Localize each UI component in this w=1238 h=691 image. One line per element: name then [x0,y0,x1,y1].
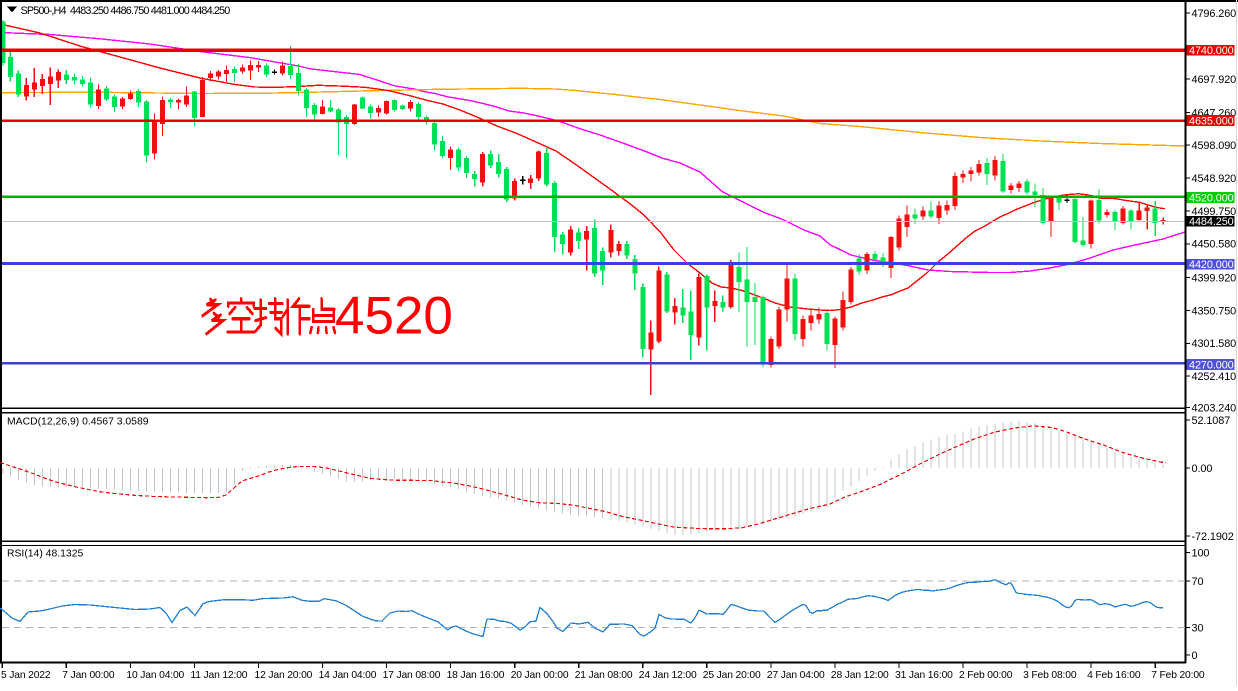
svg-text:5 Jan 2022: 5 Jan 2022 [1,670,51,681]
svg-text:12 Jan 20:00: 12 Jan 20:00 [255,670,313,681]
svg-text:4420.000: 4420.000 [1189,259,1234,271]
svg-text:52.1087: 52.1087 [1192,415,1231,427]
svg-text:20 Jan 00:00: 20 Jan 00:00 [511,670,569,681]
svg-text:4252.410: 4252.410 [1192,371,1237,383]
svg-text:4 Feb 16:00: 4 Feb 16:00 [1087,670,1141,681]
svg-text:4697.920: 4697.920 [1192,74,1237,86]
svg-text:0.00: 0.00 [1192,463,1213,475]
svg-text:4270.000: 4270.000 [1189,359,1234,371]
svg-text:-72.1902: -72.1902 [1192,531,1234,543]
svg-text:4520: 4520 [335,287,453,346]
svg-text:4548.920: 4548.920 [1192,173,1237,185]
svg-text:4520.000: 4520.000 [1189,192,1234,204]
svg-text:4450.580: 4450.580 [1192,239,1237,251]
svg-text:30: 30 [1192,622,1204,634]
svg-text:10 Jan 04:00: 10 Jan 04:00 [126,670,184,681]
svg-text:7 Jan 00:00: 7 Jan 00:00 [62,670,115,681]
svg-text:11 Jan 12:00: 11 Jan 12:00 [190,670,247,681]
svg-text:70: 70 [1192,576,1204,588]
svg-text:RSI(14) 48.1325: RSI(14) 48.1325 [7,549,83,560]
svg-text:4499.750: 4499.750 [1192,206,1237,218]
svg-text:7 Feb 20:00: 7 Feb 20:00 [1151,670,1205,681]
svg-text:4598.090: 4598.090 [1192,140,1237,152]
svg-text:25 Jan 20:00: 25 Jan 20:00 [703,670,761,681]
svg-text:17 Jan 08:00: 17 Jan 08:00 [383,670,441,681]
svg-text:4350.750: 4350.750 [1192,305,1237,317]
svg-text:4301.580: 4301.580 [1192,338,1237,350]
svg-text:14 Jan 04:00: 14 Jan 04:00 [319,670,377,681]
svg-text:100: 100 [1192,547,1210,559]
svg-text:3 Feb 08:00: 3 Feb 08:00 [1023,670,1077,681]
svg-text:2 Feb 00:00: 2 Feb 00:00 [959,670,1013,681]
svg-text:21 Jan 08:00: 21 Jan 08:00 [575,670,633,681]
svg-text:18 Jan 16:00: 18 Jan 16:00 [447,670,505,681]
svg-text:27 Jan 04:00: 27 Jan 04:00 [767,670,825,681]
svg-text:4203.240: 4203.240 [1192,402,1237,414]
svg-text:MACD(12,26,9) 0.4567 3.0589: MACD(12,26,9) 0.4567 3.0589 [7,417,149,428]
svg-text:31 Jan 16:00: 31 Jan 16:00 [895,670,953,681]
svg-text:4399.920: 4399.920 [1192,273,1237,285]
svg-text:4796.260: 4796.260 [1192,8,1237,20]
svg-text:0: 0 [1192,650,1198,662]
svg-text:28 Jan 12:00: 28 Jan 12:00 [831,670,889,681]
svg-text:SP500-,H4 4483.250 4486.750 4: SP500-,H4 4483.250 4486.750 4481.000 448… [21,5,231,17]
svg-text:24 Jan 12:00: 24 Jan 12:00 [639,670,697,681]
svg-text:4484.250: 4484.250 [1189,216,1234,228]
svg-text:4635.000: 4635.000 [1189,116,1234,128]
svg-text:4740.000: 4740.000 [1189,45,1234,57]
